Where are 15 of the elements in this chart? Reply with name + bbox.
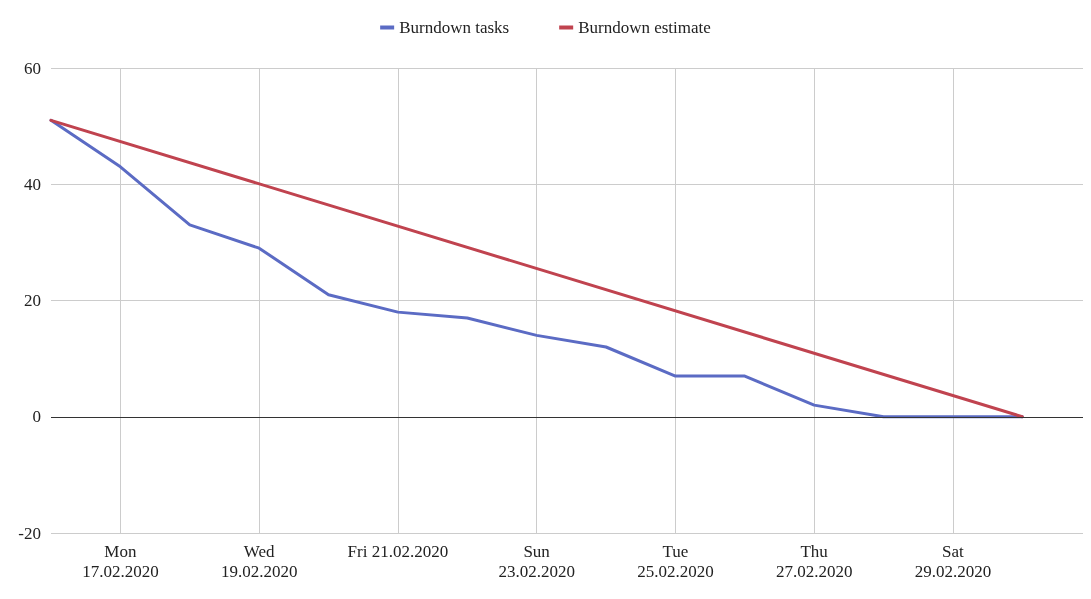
legend-label: Burndown tasks bbox=[399, 18, 510, 37]
x-tick-label: Thu 27.02.2020 bbox=[775, 541, 853, 581]
y-tick-label: 0 bbox=[32, 407, 41, 427]
x-tick-label: Wed 19.02.2020 bbox=[220, 541, 298, 581]
x-tick-label: Sat 29.02.2020 bbox=[914, 541, 992, 581]
x-tick-label: Tue 25.02.2020 bbox=[637, 541, 714, 581]
line-series bbox=[49, 118, 1024, 419]
x-tick-label: Sun 23.02.2020 bbox=[498, 541, 575, 581]
x-tick-label: Fri 21.02.2020 bbox=[347, 541, 449, 561]
y-tick-label: 60 bbox=[24, 58, 41, 78]
y-tick-label: -20 bbox=[18, 523, 41, 543]
x-tick-label: Mon 17.02.2020 bbox=[82, 541, 159, 581]
legend-label: Burndown estimate bbox=[578, 18, 711, 37]
y-tick-label: 40 bbox=[24, 174, 41, 194]
y-tick-label: 20 bbox=[24, 291, 41, 310]
